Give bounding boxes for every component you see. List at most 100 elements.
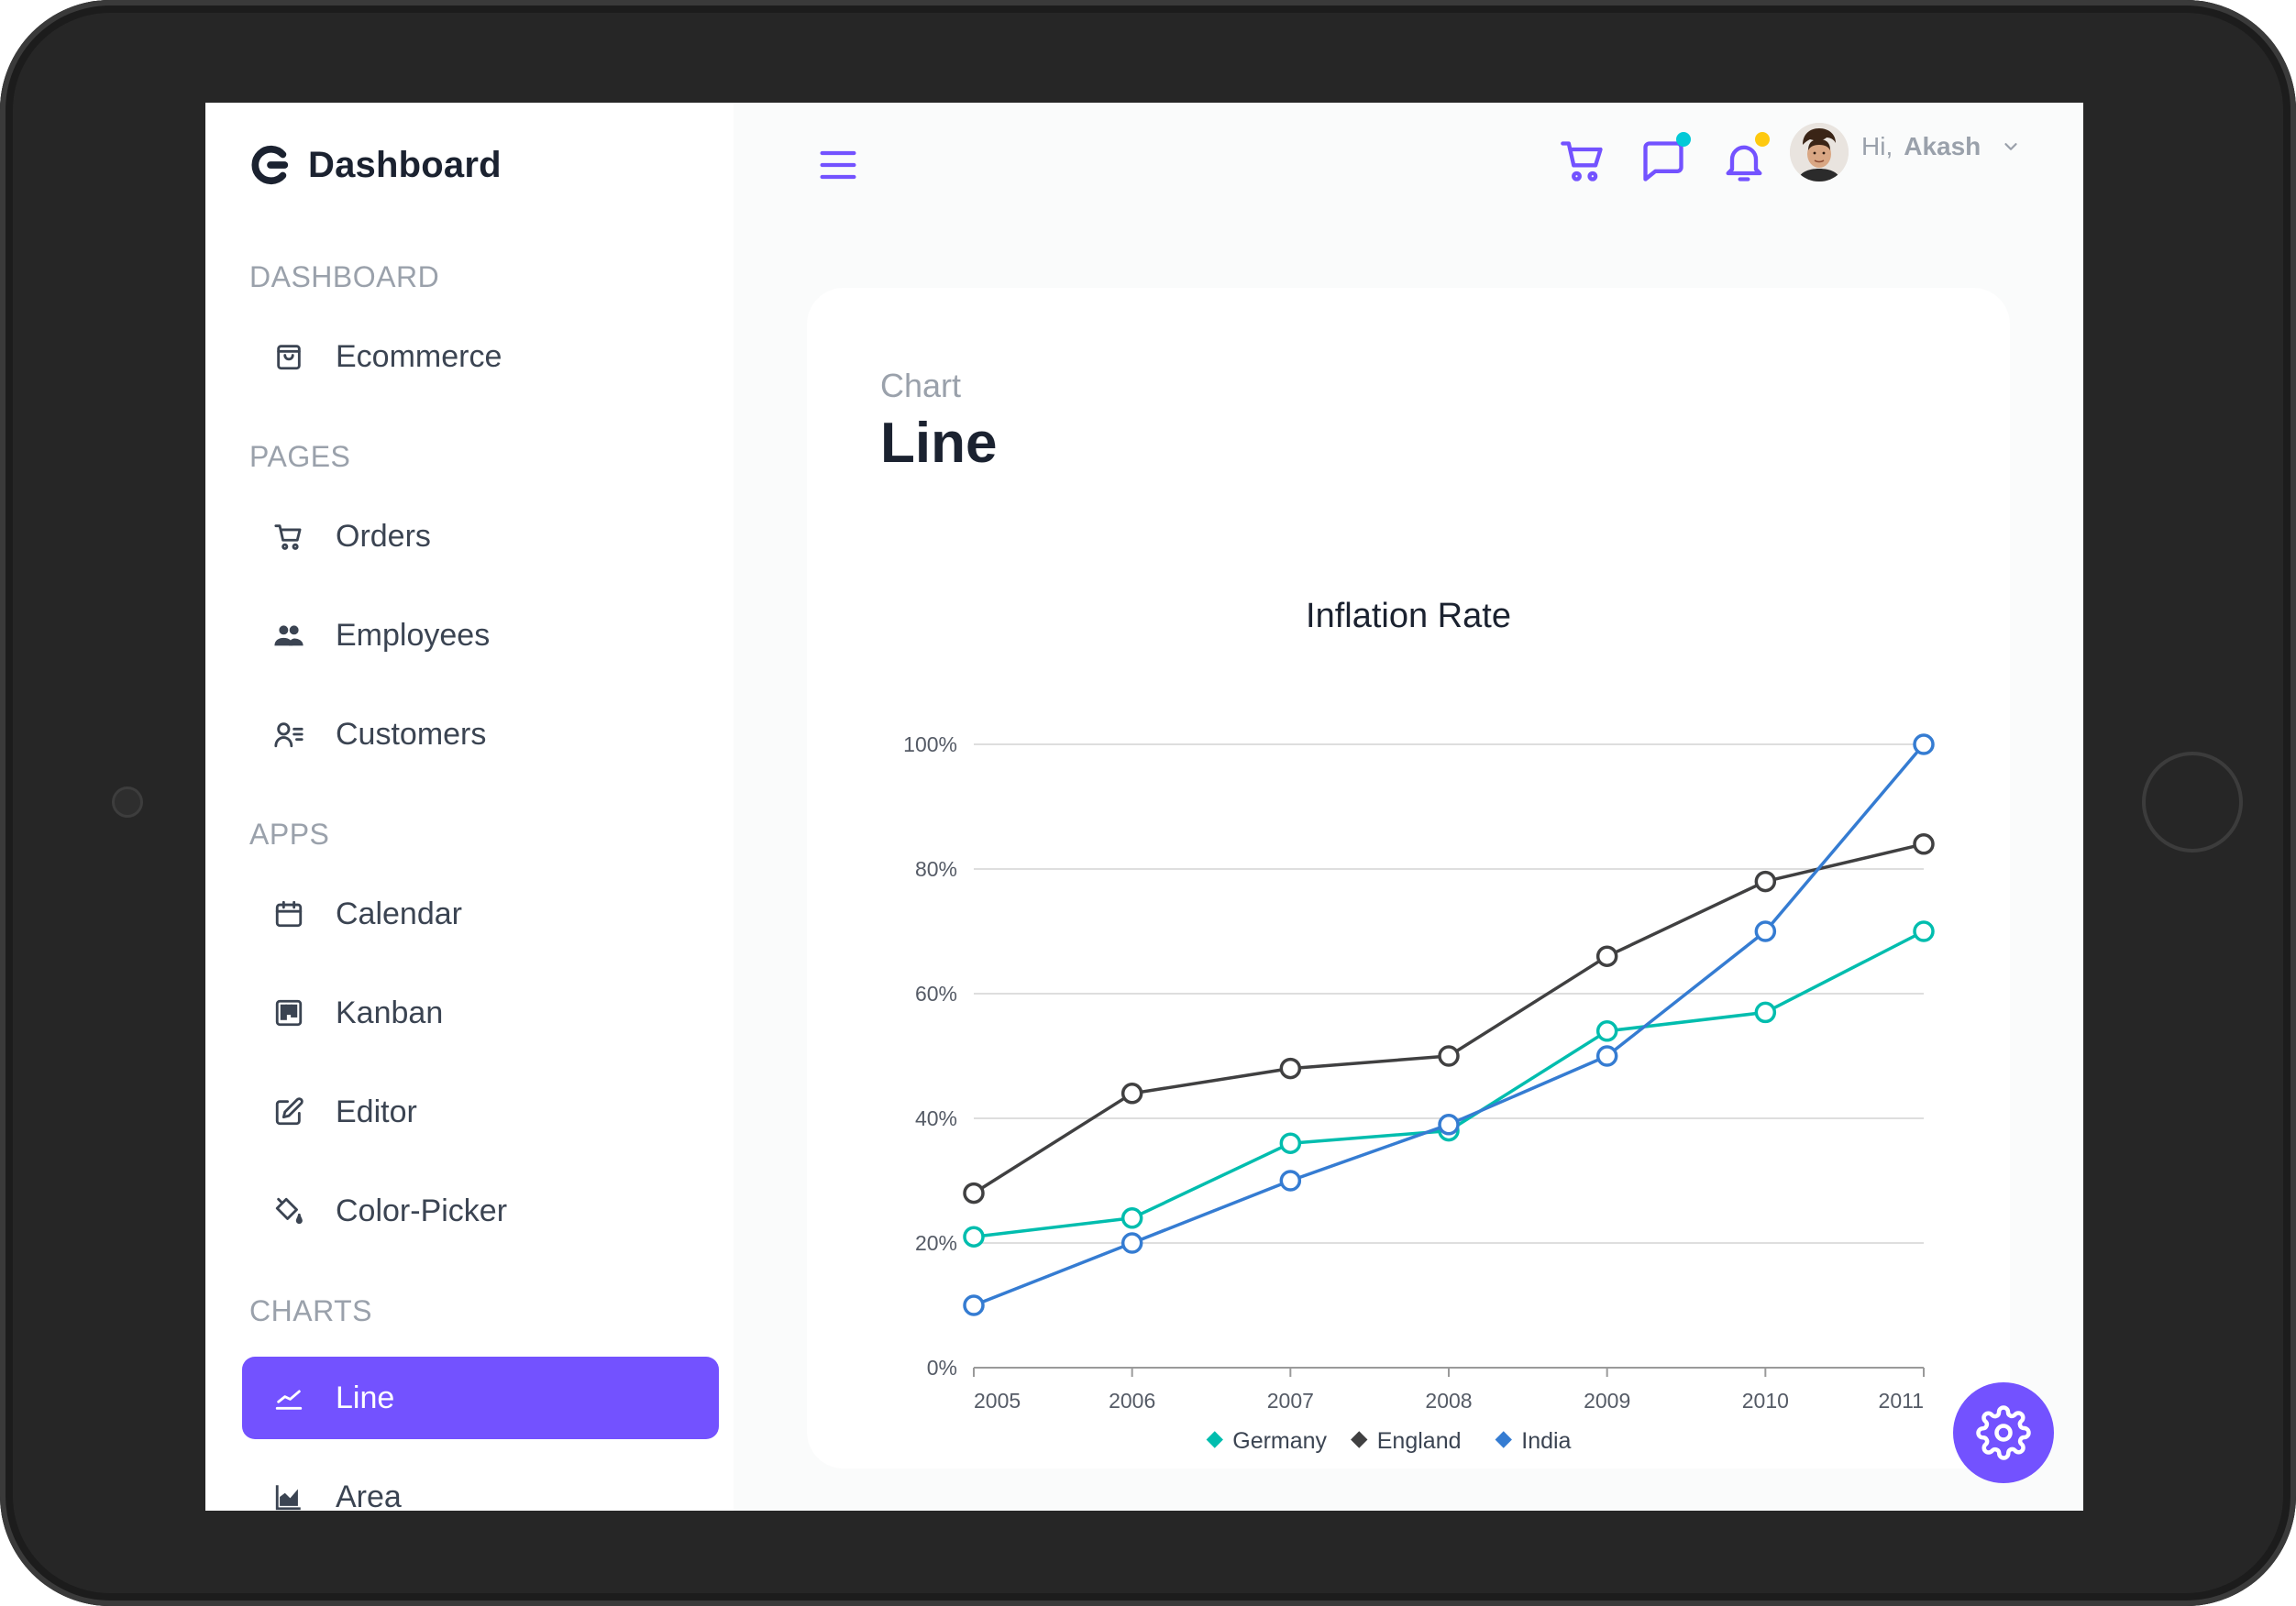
- y-tick-label: 0%: [927, 1356, 957, 1380]
- line-chart-icon: [275, 1390, 303, 1410]
- data-point-india: [963, 1294, 985, 1316]
- data-point-germany: [1754, 1001, 1777, 1024]
- data-point-germany: [1279, 1132, 1302, 1154]
- cart-icon[interactable]: [1559, 138, 1606, 185]
- brand-logo[interactable]: Dashboard: [249, 138, 502, 192]
- cart-icon: [274, 524, 302, 550]
- sidebar-item-area[interactable]: Area: [242, 1456, 719, 1511]
- app-screen: Dashboard DASHBOARD Ecommerce PAGES Orde…: [205, 103, 2083, 1511]
- gear-icon: [1976, 1405, 2031, 1460]
- line-chart: Inflation Rate 0% 20% 40% 60% 80% 100% 2005 2006…: [903, 597, 1935, 1454]
- x-tick-label: 2009: [1584, 1389, 1630, 1413]
- sidebar: Dashboard DASHBOARD Ecommerce PAGES Orde…: [205, 103, 734, 1511]
- page-title: Line: [880, 412, 998, 475]
- data-point-england: [963, 1182, 985, 1204]
- data-point-germany: [1120, 1207, 1143, 1229]
- sidebar-item-label: Ecommerce: [336, 338, 502, 374]
- sidebar-item-label: Line: [336, 1380, 395, 1415]
- y-tick-label: 80%: [915, 857, 957, 881]
- camera-icon: [112, 786, 143, 818]
- sidebar-item-label: Editor: [336, 1094, 417, 1129]
- data-point-germany: [1595, 1020, 1618, 1042]
- sidebar-item-editor[interactable]: Editor: [242, 1071, 719, 1153]
- sidebar-item-label: Employees: [336, 617, 491, 653]
- section-title-pages: PAGES: [249, 440, 351, 473]
- user-menu[interactable]: Hi, Akash: [1861, 132, 2021, 161]
- sidebar-item-ecommerce[interactable]: Ecommerce: [242, 315, 719, 398]
- sidebar-item-label: Calendar: [336, 896, 462, 931]
- data-point-india: [1595, 1045, 1618, 1067]
- chat-notification-dot: [1676, 132, 1691, 147]
- greeting-text: Hi,: [1861, 132, 1893, 160]
- section-title-charts: CHARTS: [249, 1294, 372, 1327]
- users-icon: [274, 625, 304, 646]
- brand-name: Dashboard: [308, 144, 502, 185]
- logo-icon: [251, 145, 289, 185]
- sidebar-item-calendar[interactable]: Calendar: [242, 873, 719, 955]
- y-tick-label: 60%: [915, 982, 957, 1006]
- edit-icon: [275, 1097, 304, 1126]
- x-tick-label: 2006: [1109, 1389, 1155, 1413]
- sidebar-item-label: Orders: [336, 518, 431, 554]
- sidebar-item-orders[interactable]: Orders: [242, 495, 719, 578]
- home-button[interactable]: [2142, 752, 2243, 852]
- y-tick-label: 40%: [915, 1106, 957, 1130]
- data-point-india: [1913, 733, 1935, 755]
- section-title-dashboard: DASHBOARD: [249, 260, 440, 293]
- x-tick-label: 2011: [1879, 1389, 1924, 1413]
- legend-marker: [1495, 1431, 1512, 1448]
- legend-label: Germany: [1232, 1428, 1327, 1454]
- shopping-bag-icon: [277, 345, 301, 370]
- data-point-england: [1595, 945, 1618, 967]
- legend-label: England: [1377, 1428, 1462, 1454]
- paint-bucket-icon: [275, 1197, 303, 1225]
- data-point-india: [1754, 920, 1777, 942]
- chart-card: Chart Line Inflation Rate 0% 20% 40% 60% 80% 1…: [807, 288, 2010, 1468]
- card-subtitle: Chart: [880, 367, 962, 404]
- data-point-india: [1279, 1170, 1302, 1192]
- y-tick-label: 100%: [903, 732, 957, 756]
- legend-marker: [1351, 1431, 1368, 1448]
- sidebar-item-customers[interactable]: Customers: [242, 693, 719, 776]
- data-point-england: [1279, 1057, 1302, 1080]
- data-point-england: [1913, 833, 1935, 855]
- data-point-germany: [1913, 920, 1935, 942]
- kanban-icon: [275, 999, 303, 1027]
- sidebar-item-label: Customers: [336, 716, 487, 752]
- data-point-england: [1438, 1045, 1460, 1067]
- calendar-icon: [275, 900, 303, 928]
- user-list-icon: [274, 722, 304, 748]
- sidebar-item-color-picker[interactable]: Color-Picker: [242, 1170, 719, 1252]
- data-point-england: [1754, 870, 1777, 893]
- sidebar-item-employees[interactable]: Employees: [242, 594, 719, 676]
- menu-icon[interactable]: [814, 141, 862, 189]
- chevron-down-icon: [2004, 143, 2017, 150]
- bell-notification-dot: [1755, 132, 1770, 147]
- y-tick-label: 20%: [915, 1231, 957, 1255]
- x-tick-label: 2008: [1425, 1389, 1472, 1413]
- data-point-england: [1120, 1083, 1143, 1105]
- x-tick-label: 2005: [974, 1389, 1021, 1413]
- legend-label: India: [1521, 1428, 1571, 1454]
- x-tick-label: 2007: [1267, 1389, 1314, 1413]
- sidebar-item-line[interactable]: Line: [242, 1357, 719, 1439]
- x-tick-label: 2010: [1742, 1389, 1789, 1413]
- series-line-germany: [973, 930, 1925, 1238]
- section-title-apps: APPS: [249, 818, 330, 851]
- user-avatar-icon: [1790, 123, 1849, 182]
- sidebar-item-label: Area: [336, 1479, 402, 1512]
- chart-title: Inflation Rate: [1306, 597, 1511, 635]
- data-point-india: [1438, 1114, 1460, 1136]
- legend-marker: [1206, 1431, 1223, 1448]
- sidebar-item-label: Color-Picker: [336, 1193, 508, 1228]
- data-point-germany: [963, 1226, 985, 1248]
- area-chart-icon: [275, 1485, 301, 1511]
- settings-button[interactable]: [1953, 1382, 2054, 1483]
- sidebar-item-kanban[interactable]: Kanban: [242, 972, 719, 1054]
- bell-icon[interactable]: [1720, 138, 1768, 185]
- data-point-india: [1120, 1232, 1143, 1254]
- sidebar-item-label: Kanban: [336, 995, 444, 1030]
- user-name: Akash: [1904, 132, 1981, 160]
- avatar[interactable]: [1790, 123, 1849, 182]
